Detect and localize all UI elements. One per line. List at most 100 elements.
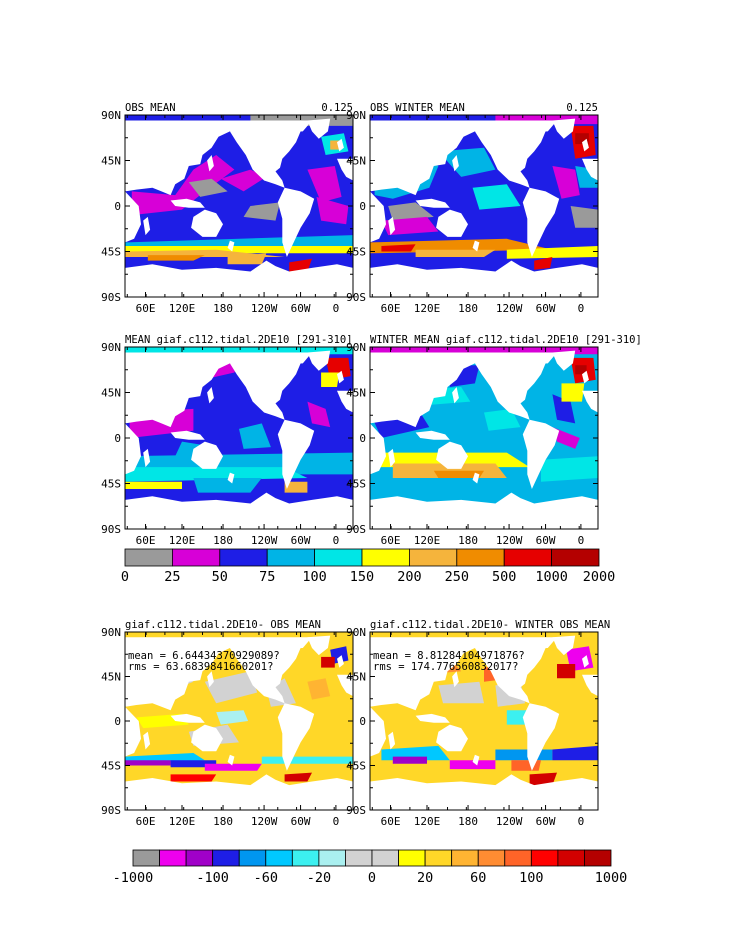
y-tick-label: 90N — [101, 109, 121, 122]
value-region — [321, 656, 335, 668]
y-tick-label: 90N — [346, 109, 366, 122]
colorbar-swatch — [345, 849, 373, 867]
land-japan — [452, 155, 459, 172]
colorbar-swatch — [238, 849, 267, 867]
map-panel-4: WINTER MEAN giaf.c112.tidal.2DE10 [291-3… — [346, 334, 642, 547]
x-tick-label: 180 — [458, 534, 478, 547]
colorbar-label: 100 — [519, 870, 543, 886]
x-tick-label: 60E — [381, 534, 401, 547]
value-region — [125, 467, 308, 482]
x-tick-label: 180 — [213, 534, 233, 547]
x-tick-label: 180 — [213, 815, 233, 828]
land-africa-s — [125, 423, 141, 475]
land-madagascar — [388, 216, 396, 236]
value-region — [170, 774, 217, 782]
y-tick-label: 0 — [114, 200, 121, 213]
land-africa-e — [582, 390, 598, 413]
colorbar-label: 60 — [470, 870, 486, 886]
x-tick-label: 120E — [414, 302, 441, 315]
land-japan — [452, 671, 459, 688]
land-africa-s — [125, 191, 141, 243]
value-region — [204, 671, 258, 704]
x-tick-label: 60W — [536, 534, 556, 547]
value-region — [415, 249, 496, 257]
land-greenland — [552, 635, 576, 656]
value-region — [575, 365, 587, 375]
land-uk — [582, 370, 589, 384]
land-japan — [207, 155, 214, 172]
panel-corner-label: 0.125 — [321, 102, 353, 114]
colorbar-swatch — [124, 548, 173, 567]
x-tick-label: 120E — [414, 815, 441, 828]
value-region — [243, 202, 280, 221]
land-africa-s — [125, 706, 141, 757]
y-tick-label: 90S — [346, 523, 366, 536]
x-tick-label: 120W — [496, 534, 523, 547]
land-australia — [191, 441, 223, 469]
colorbar-swatch — [266, 548, 316, 567]
land-madagascar — [143, 216, 151, 236]
x-tick-label: 60W — [536, 302, 556, 315]
value-region — [561, 383, 585, 402]
ocean-field — [370, 632, 598, 810]
x-tick-label: 180 — [458, 815, 478, 828]
land-indonesia — [170, 713, 205, 723]
x-tick-label: 120W — [496, 815, 523, 828]
colorbar-swatch — [212, 849, 240, 867]
land-australia — [436, 724, 468, 752]
y-tick-label: 45N — [346, 671, 366, 684]
x-tick-label: 120W — [251, 534, 278, 547]
y-tick-label: 90N — [346, 626, 366, 639]
rms-label: rms = 174.776560832017? — [373, 661, 518, 673]
value-region — [261, 756, 353, 764]
y-tick-label: 45N — [101, 387, 121, 400]
value-region — [188, 178, 228, 197]
panel-title: OBS MEAN — [125, 102, 176, 114]
colorbar-label: 1000 — [535, 569, 568, 585]
value-region — [239, 423, 271, 449]
colorbar-label: 150 — [350, 569, 374, 585]
y-tick-label: 0 — [114, 432, 121, 445]
value-region — [449, 760, 496, 770]
land-n-america — [474, 642, 546, 704]
land-australia — [191, 209, 223, 237]
colorbar-diff: -1000 -100 -60 -20 0 20 60 100 1000 — [113, 849, 628, 886]
land-nz — [472, 472, 480, 484]
y-tick-label: 90S — [101, 291, 121, 304]
value-region — [147, 255, 205, 261]
y-tick-label: 45S — [346, 760, 366, 773]
colorbar-label: -60 — [254, 870, 278, 886]
land-nz — [472, 754, 480, 766]
value-region — [289, 258, 312, 272]
colorbar-swatch — [219, 548, 268, 567]
y-tick-label: 45N — [346, 387, 366, 400]
land-greenland — [307, 118, 331, 139]
land-indonesia — [415, 198, 450, 208]
x-tick-label: 0 — [578, 815, 585, 828]
y-tick-label: 0 — [359, 432, 366, 445]
land-greenland — [552, 118, 576, 139]
land-greenland — [307, 635, 331, 656]
value-region — [392, 756, 427, 764]
land-uk — [582, 138, 589, 152]
value-region — [570, 206, 598, 228]
colorbar-label: -20 — [307, 870, 331, 886]
value-region — [284, 481, 308, 493]
y-tick-label: 45N — [346, 155, 366, 168]
value-region — [534, 257, 553, 270]
land-nz — [227, 754, 235, 766]
x-tick-label: 0 — [578, 302, 585, 315]
colorbar-label: 0 — [368, 870, 376, 886]
x-tick-label: 0 — [578, 534, 585, 547]
ocean-field — [370, 347, 598, 529]
value-region — [529, 772, 557, 786]
colorbar-label: 1000 — [595, 870, 628, 886]
value-region — [284, 772, 312, 782]
colorbar-swatch — [557, 849, 585, 867]
value-region — [216, 710, 249, 725]
panel-title: MEAN giaf.c112.tidal.2DE10 [291-310] — [125, 334, 353, 346]
x-tick-label: 120W — [496, 302, 523, 315]
colorbar-swatch — [159, 849, 187, 867]
value-region — [472, 184, 521, 210]
